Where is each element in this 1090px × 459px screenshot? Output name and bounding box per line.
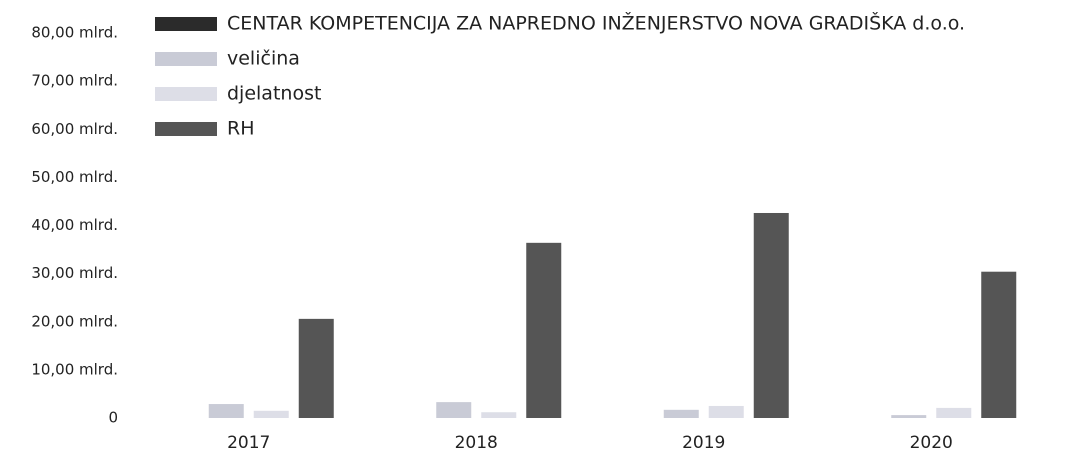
legend-label: CENTAR KOMPETENCIJA ZA NAPREDNO INŽENJER…: [227, 11, 965, 35]
y-tick-label: 40,00 mlrd.: [31, 216, 118, 234]
x-tick-label: 2020: [910, 433, 953, 453]
y-tick-label: 30,00 mlrd.: [31, 264, 118, 282]
bar: [253, 410, 289, 418]
bar: [526, 242, 562, 418]
y-tick-label: 20,00 mlrd.: [31, 312, 118, 330]
bar: [708, 405, 744, 418]
y-tick-label: 50,00 mlrd.: [31, 168, 118, 186]
y-tick-label: 10,00 mlrd.: [31, 360, 118, 378]
legend-label: djelatnost: [227, 83, 321, 105]
legend-swatch: [155, 17, 217, 31]
bar: [298, 318, 334, 418]
bar: [481, 412, 517, 418]
y-tick-label: 60,00 mlrd.: [31, 120, 118, 138]
bar: [753, 212, 789, 418]
y-tick-label: 0: [108, 409, 118, 427]
x-tick-label: 2017: [227, 433, 270, 453]
legend-label: veličina: [227, 48, 300, 70]
y-tick-label: 80,00 mlrd.: [31, 24, 118, 42]
bar: [436, 402, 472, 418]
bar: [981, 271, 1017, 418]
bar: [208, 404, 244, 418]
legend-swatch: [155, 52, 217, 66]
y-tick-label: 70,00 mlrd.: [31, 72, 118, 90]
x-tick-label: 2019: [682, 433, 725, 453]
bar: [663, 409, 699, 418]
legend-swatch: [155, 87, 217, 101]
x-tick-label: 2018: [455, 433, 498, 453]
legend-label: RH: [227, 118, 255, 140]
bar: [936, 407, 972, 418]
legend-swatch: [155, 122, 217, 136]
bar: [891, 415, 927, 418]
